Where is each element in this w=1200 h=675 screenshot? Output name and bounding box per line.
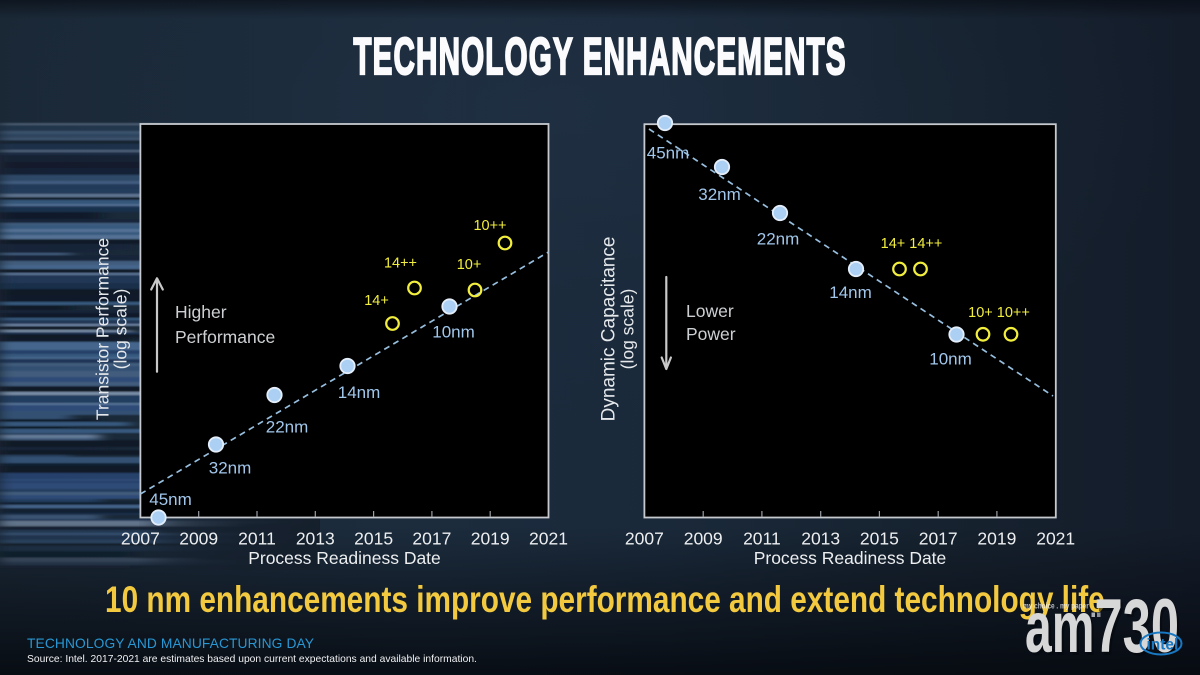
svg-text:(log scale): (log scale) <box>618 289 638 370</box>
svg-text:2013: 2013 <box>801 529 840 549</box>
svg-text:32nm: 32nm <box>698 185 741 204</box>
svg-text:2019: 2019 <box>471 529 510 549</box>
svg-text:Higher: Higher <box>175 302 227 322</box>
svg-text:45nm: 45nm <box>647 144 690 163</box>
svg-text:10nm: 10nm <box>432 323 475 342</box>
svg-text:am730: am730 <box>1027 587 1181 672</box>
svg-text:2007: 2007 <box>121 529 160 549</box>
svg-text:Process Readiness Date: Process Readiness Date <box>248 548 441 568</box>
svg-text:2009: 2009 <box>179 529 218 549</box>
svg-text:2013: 2013 <box>296 529 335 549</box>
svg-text:(log scale): (log scale) <box>111 289 131 370</box>
svg-text:Lower: Lower <box>686 301 734 321</box>
svg-text:2019: 2019 <box>977 529 1016 549</box>
svg-text:2017: 2017 <box>412 529 451 549</box>
svg-text:intel: intel <box>1147 637 1179 654</box>
svg-text:Process Readiness Date: Process Readiness Date <box>754 548 947 568</box>
svg-text:2015: 2015 <box>354 529 393 549</box>
svg-text:2015: 2015 <box>860 529 899 549</box>
svg-text:22nm: 22nm <box>266 418 309 437</box>
svg-text:14+ 14++: 14+ 14++ <box>881 236 943 252</box>
svg-text:Power: Power <box>686 324 736 344</box>
svg-text:45nm: 45nm <box>149 490 192 509</box>
svg-text:2011: 2011 <box>743 529 781 549</box>
svg-text:10++: 10++ <box>473 218 506 234</box>
svg-text:10+: 10+ <box>457 257 482 273</box>
svg-text:my choice . my paper: my choice . my paper <box>1023 601 1089 611</box>
svg-text:2007: 2007 <box>625 529 664 549</box>
svg-text:22nm: 22nm <box>757 230 800 249</box>
svg-text:10nm: 10nm <box>929 350 972 369</box>
svg-text:am730: am730 <box>1025 585 1179 668</box>
svg-text:2021: 2021 <box>1036 529 1075 549</box>
svg-text:14++: 14++ <box>384 256 417 272</box>
svg-text:2017: 2017 <box>919 529 958 549</box>
svg-text:14nm: 14nm <box>829 283 872 302</box>
svg-text:2011: 2011 <box>238 529 276 549</box>
svg-text:Performance: Performance <box>175 327 275 347</box>
svg-text:32nm: 32nm <box>209 459 252 478</box>
svg-text:Transistor Performance: Transistor Performance <box>93 238 113 420</box>
svg-text:2021: 2021 <box>529 529 568 549</box>
svg-text:Dynamic Capacitance: Dynamic Capacitance <box>599 237 620 422</box>
svg-text:14nm: 14nm <box>338 383 381 402</box>
svg-text:2009: 2009 <box>684 529 723 549</box>
svg-text:10+ 10++: 10+ 10++ <box>968 305 1030 321</box>
svg-text:14+: 14+ <box>364 293 389 309</box>
